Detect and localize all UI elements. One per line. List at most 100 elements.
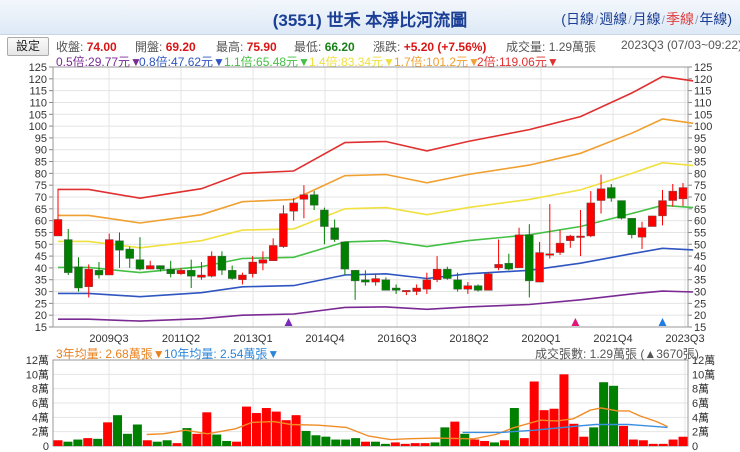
period-year[interactable]: 年線 [699,11,728,27]
candle-body [381,279,391,291]
candle-body [289,202,298,212]
volume-bar [648,443,658,446]
candle-body [361,279,370,283]
volume-bar [559,374,569,446]
volume-bar [638,440,648,446]
volume-bar [192,433,202,446]
y-tick-label: 65 [694,204,706,216]
vol-tick-label: 6萬 [692,397,709,410]
volume-bar [370,441,380,446]
candle-body [248,261,257,275]
candle-body [279,213,288,247]
candle-body [64,239,73,273]
candle-body [207,255,216,277]
volume-bar [182,428,192,446]
page-title: (3551) 世禾 本淨比河流圖 [272,11,468,30]
y-tick-label: 35 [694,275,706,287]
low-info: 最低: 66.20 [294,40,355,54]
candle-body [156,265,165,270]
y-tick-label: 70 [35,192,47,204]
volume-bar [470,439,480,446]
band-line [58,290,694,322]
volume-bar [331,439,341,446]
candle-body [115,240,124,251]
y-tick-label: 125 [29,62,47,74]
volume-bar [668,439,678,446]
y-tick-label: 15 [35,322,47,334]
period-month[interactable]: 月線 [632,11,661,27]
y-tick-label: 45 [694,251,706,263]
y-tick-label: 60 [694,216,706,228]
marker-triangle-icon [658,318,667,326]
marker-triangle-icon [284,318,293,326]
volume-bar [450,421,460,446]
candle-body [678,187,688,200]
volume-bar [539,410,549,446]
volume-bar [222,440,232,446]
x-tick-label: 2023Q3 [665,333,704,345]
volume-bar [599,382,609,446]
candle-body [637,227,647,238]
candle-body [555,242,565,253]
vol-tick-label: 6萬 [32,397,49,410]
volume-bar [251,413,261,446]
volume-bar [509,408,519,446]
band-line [58,75,694,200]
volume-bar [63,441,73,446]
y-tick-label: 25 [35,298,47,310]
open-info: 開盤: 69.20 [135,40,196,54]
candle-body [197,274,206,278]
volume-bar [658,443,668,446]
candle-body [596,188,606,201]
candle-body [545,253,555,256]
volume-bar [589,427,599,446]
candle-body [105,239,114,276]
volume-bar [549,408,559,446]
y-tick-label: 110 [29,97,47,109]
y-tick-label: 75 [35,180,47,192]
volume-bar [103,422,113,446]
candle-body [74,266,83,289]
volume-bar [212,434,222,446]
candle-body [453,279,462,290]
volume-bar [678,436,688,446]
vol-tick-label: 2萬 [692,426,709,439]
candle-body [525,234,534,282]
period-day[interactable]: 日線 [565,11,594,27]
volume-bar [341,439,351,446]
volume-average-line [146,407,668,441]
candle-body [135,259,145,270]
volume-bar [311,435,321,446]
period-week[interactable]: 週線 [599,11,628,27]
vol-tick-label: 10萬 [692,368,715,381]
current-volume-legend: 成交張數: 1.29萬張 (▲3670張) [535,347,699,361]
volume-bar [291,415,301,446]
candle-body [402,290,411,293]
marker-triangle-icon [571,318,580,326]
candle-body [658,200,667,217]
volume-bar [73,439,83,446]
volume-bar [53,440,63,446]
x-tick-label: 2020Q1 [521,333,560,345]
y-tick-label: 120 [694,74,712,86]
volume-bar [380,443,390,446]
candle-body [227,270,237,279]
candle-body [371,278,380,283]
volume-bar [281,420,291,446]
y-tick-label: 90 [35,145,47,157]
period-selector: (日線/週線/月線/季線/年線) [561,11,732,27]
volume-bar [390,442,400,446]
candle-body [350,270,360,282]
candle-body [412,287,421,292]
avg10-volume-legend: 10年均量: 2.54萬張▼ [164,347,280,361]
settings-button[interactable]: 設定 [7,37,49,56]
candle-body [320,209,329,227]
volume-bar [321,436,331,446]
period-quarter[interactable]: 季線 [665,11,694,27]
volume-bar [579,436,589,446]
y-tick-label: 30 [35,287,47,299]
period-range: 2023Q3 (07/03~09:22) [621,38,740,52]
candle-body [627,218,636,236]
volume-bar [142,440,152,446]
y-tick-label: 65 [35,204,47,216]
